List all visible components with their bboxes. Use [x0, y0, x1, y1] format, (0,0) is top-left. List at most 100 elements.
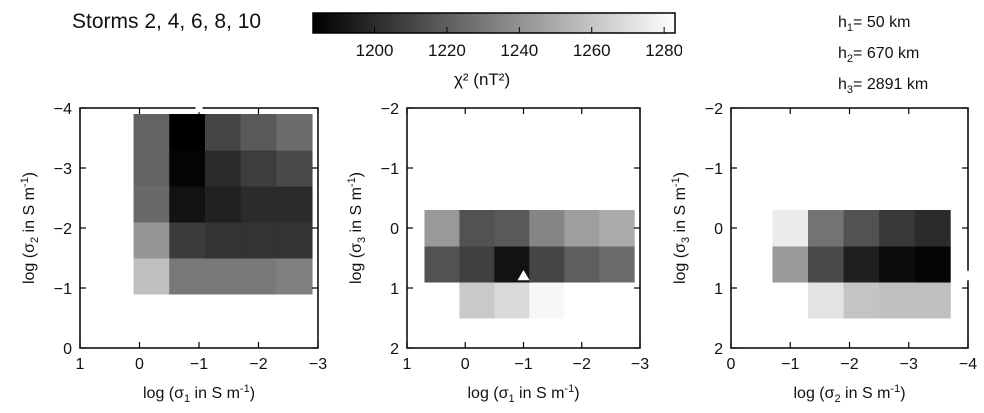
heatmap-cell	[914, 246, 951, 283]
heatmap-cell	[133, 186, 170, 223]
heatmap-cell	[879, 282, 916, 319]
heatmap-cell	[914, 282, 951, 319]
heatmap-cell	[97, 222, 135, 259]
x-tick-label: −4	[959, 356, 977, 373]
heatmap-cell	[494, 282, 530, 319]
x-axis-label: log (σ1 in S m-1)	[467, 383, 579, 405]
y-tick-label: 0	[63, 341, 72, 358]
heatmap-cell	[529, 282, 565, 319]
y-tick-label: 2	[390, 341, 399, 358]
y-axis-label: log (σ3 in S m-1)	[670, 172, 692, 284]
heatmap-cell	[529, 210, 565, 247]
heatmap-cell	[276, 222, 313, 259]
depth-h1: h1= 50 km	[838, 14, 911, 35]
colorbar-tick-label: 1240	[500, 41, 538, 60]
heatmap-cell	[169, 258, 206, 295]
heatmap-cell	[276, 114, 313, 151]
x-tick-label: −1	[514, 356, 532, 373]
heatmap-cell	[97, 186, 135, 223]
heatmap-cell	[459, 282, 495, 319]
y-tick-label: −2	[705, 101, 723, 118]
heatmap-cell	[276, 150, 313, 187]
x-tick-label: −2	[573, 356, 591, 373]
colorbar-tick-label: 1200	[356, 41, 394, 60]
y-tick-label: −3	[54, 161, 72, 178]
x-tick-label: 0	[461, 356, 470, 373]
heatmap-cell	[424, 246, 460, 283]
depth-h2: h2= 670 km	[838, 45, 920, 66]
x-tick-label: −2	[840, 356, 858, 373]
heatmap-cell	[772, 210, 809, 247]
heatmap-cell	[843, 210, 880, 247]
figure-title: Storms 2, 4, 6, 8, 10	[72, 10, 262, 33]
heatmap-cell	[133, 222, 170, 259]
heatmap-cell	[169, 150, 206, 187]
heatmap-cell	[240, 222, 277, 259]
heatmap-cell	[204, 222, 242, 259]
heatmap-cell	[808, 282, 845, 319]
layer-depths: h1= 50 km h2= 670 km h3= 2891 km	[838, 10, 928, 104]
y-tick-label: 2	[714, 341, 723, 358]
heatmap-cell	[772, 282, 809, 319]
heatmap-cells	[424, 210, 635, 319]
heatmap-cell	[97, 150, 135, 187]
heatmap-cell	[240, 186, 277, 223]
colorbar-tick-label: 1260	[573, 41, 611, 60]
x-tick-label: 0	[135, 356, 144, 373]
x-axis-label: log (σ1 in S m-1)	[143, 383, 255, 405]
heatmap-cell	[459, 246, 495, 283]
heatmap-cell	[169, 222, 206, 259]
x-tick-label: −2	[249, 356, 267, 373]
heatmap-panel-3: 0 −1 −2 −3 −4 2 1 0 −1 −2 log (σ2 in S m-1) log (σ3…	[670, 101, 977, 405]
x-tick-label: 1	[76, 356, 85, 373]
heatmap-cell	[843, 246, 880, 283]
colorbar-gradient	[312, 12, 676, 34]
heatmap-cell	[204, 258, 242, 295]
x-tick-label: −1	[190, 356, 208, 373]
heatmap-cell	[240, 114, 277, 151]
heatmap-cell	[169, 186, 206, 223]
colorbar-tick-label: 1280	[645, 41, 682, 60]
x-tick-label: −3	[631, 356, 649, 373]
colorbar-ticks: 1200 1220 1240 1260 1280	[356, 27, 682, 60]
y-tick-label: −1	[705, 161, 723, 178]
y-tick-label: 1	[390, 281, 399, 298]
heatmap-cell	[276, 258, 313, 295]
colorbar-label: χ² (nT²)	[454, 70, 511, 89]
colorbar-tick-label: 1220	[428, 41, 466, 60]
minimum-marker	[517, 270, 530, 281]
heatmap-cell	[529, 246, 565, 283]
heatmap-cell	[564, 246, 600, 283]
y-tick-label: 0	[714, 221, 723, 238]
heatmap-cell	[424, 282, 460, 319]
y-tick-label: −2	[54, 221, 72, 238]
heatmap-cell	[772, 246, 809, 283]
heatmap-cell	[276, 186, 313, 223]
heatmap-cell	[240, 150, 277, 187]
heatmap-cell	[564, 282, 600, 319]
x-tick-label: −1	[781, 356, 799, 373]
heatmap-cell	[240, 258, 277, 295]
minimum-marker	[962, 270, 974, 281]
y-axis-label: log (σ2 in S m-1)	[19, 172, 41, 284]
heatmap-cell	[914, 210, 951, 247]
x-tick-label: 0	[727, 356, 736, 373]
heatmap-cell	[599, 282, 635, 319]
depth-h3: h3= 2891 km	[838, 76, 929, 97]
heatmap-cell	[133, 114, 170, 151]
y-tick-label: −4	[54, 101, 72, 118]
y-tick-label: 0	[390, 221, 399, 238]
y-axis-label: log (σ3 in S m-1)	[346, 172, 368, 284]
heatmap-cell	[808, 246, 845, 283]
x-tick-label: 1	[403, 356, 412, 373]
heatmap-cell	[494, 210, 530, 247]
colorbar: 1200 1220 1240 1260 1280	[312, 12, 682, 60]
heatmap-cell	[204, 150, 242, 187]
heatmap-cell	[424, 210, 460, 247]
x-tick-label: −3	[900, 356, 918, 373]
y-tick-label: −2	[381, 101, 399, 118]
heatmap-cell	[599, 246, 635, 283]
minimum-marker	[193, 102, 205, 113]
